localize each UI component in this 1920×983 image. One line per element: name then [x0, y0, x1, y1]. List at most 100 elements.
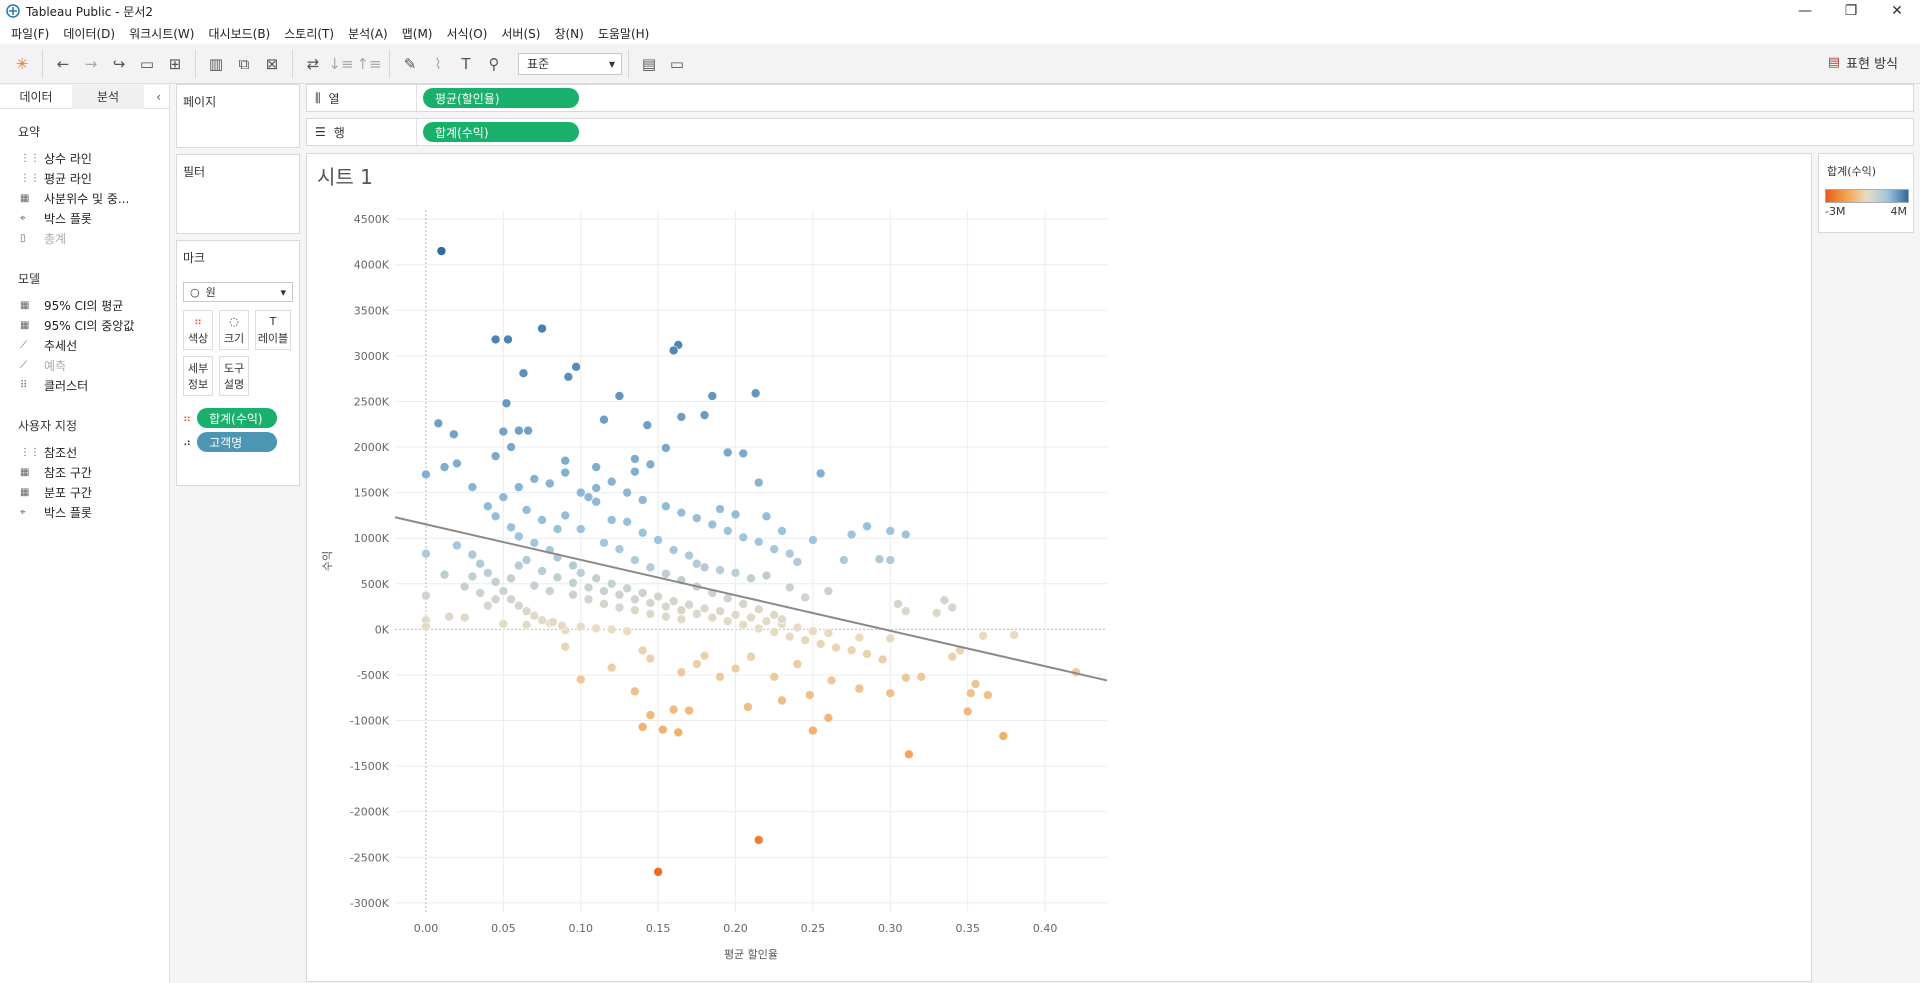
box-plot-item[interactable]: ⌖ 박스 플롯 [20, 211, 92, 226]
redo-icon[interactable]: → [84, 54, 98, 73]
presentation-mode-icon[interactable]: ▭ [669, 54, 685, 73]
data-point [459, 612, 470, 623]
show-cards-icon[interactable]: ▤ [641, 54, 657, 73]
y-tick-label: 2000K [354, 441, 390, 454]
menu-format[interactable]: 서식(O) [446, 26, 488, 41]
data-point [591, 623, 602, 634]
menu-help[interactable]: 도움말(H) [597, 26, 650, 41]
columns-shelf[interactable]: ⫼ 열 평균(할인율) [306, 84, 1914, 112]
new-data-source-icon[interactable]: ⊞ [168, 54, 182, 73]
data-point [998, 731, 1009, 741]
x-tick-label: 0.25 [801, 922, 826, 935]
quartiles-item[interactable]: ▦ 사분위수 및 중... [20, 191, 130, 206]
size-button[interactable]: ◌ 크기 [219, 310, 249, 350]
data-point [931, 608, 942, 618]
duplicate-sheet-icon[interactable]: ⧉ [238, 54, 250, 73]
y-tick-label: 3500K [354, 304, 390, 317]
columns-pill[interactable]: 평균(할인율) [423, 88, 579, 108]
menu-server[interactable]: 서버(S) [501, 26, 541, 41]
menu-worksheet[interactable]: 워크시트(W) [129, 26, 195, 41]
data-point [808, 535, 818, 545]
data-point [653, 591, 663, 602]
tooltip-button[interactable]: 도구 설명 [219, 356, 249, 396]
menu-analysis[interactable]: 분석(A) [348, 26, 388, 41]
menu-map[interactable]: 맵(M) [401, 26, 433, 41]
menu-bar: 파일(F) 데이터(D) 워크시트(W) 대시보드(B) 스토리(T) 분석(A… [0, 22, 1920, 44]
new-worksheet-icon[interactable]: ▥ [208, 54, 224, 73]
highlight-icon[interactable]: ✎ [403, 54, 417, 73]
minimize-button[interactable]: — [1798, 3, 1812, 19]
forecast-item[interactable]: ⟋ 예측 [20, 358, 67, 373]
trend-line-item[interactable]: ⟋ 추세선 [20, 338, 78, 353]
data-point [614, 602, 625, 613]
pages-card[interactable]: 페이지 [176, 84, 300, 148]
distribution-band-item[interactable]: ▦ 분포 구간 [20, 485, 92, 500]
attach-icon[interactable]: ⌇ [434, 54, 442, 73]
detail-button[interactable]: 세부 정보 [183, 356, 213, 396]
replay-icon[interactable]: ↪ [112, 54, 126, 73]
label-button[interactable]: T 레이블 [255, 310, 291, 350]
menu-window[interactable]: 창(N) [554, 26, 584, 41]
data-point [983, 690, 993, 700]
fit-select[interactable]: 표준 ▾ [518, 52, 622, 75]
data-point [684, 599, 694, 610]
text-label-icon[interactable]: T [461, 54, 471, 73]
tab-analytics[interactable]: 분석 [72, 84, 144, 109]
data-point [900, 672, 911, 683]
show-me-button[interactable]: ▤ 표현 방식 [1828, 53, 1898, 72]
legend-gradient [1825, 189, 1909, 203]
data-point [784, 582, 795, 593]
sort-descending-icon[interactable]: ↑≡ [356, 54, 382, 73]
ci-mean-item[interactable]: ▦ 95% CI의 평균 [20, 298, 124, 313]
legend-title: 합계(수익) [1827, 165, 1877, 178]
filters-card[interactable]: 필터 [176, 154, 300, 234]
detail-field-pill[interactable]: 고객명 [197, 432, 278, 452]
pin-icon[interactable]: ⚲ [488, 54, 500, 73]
constant-line-item[interactable]: ⋮⋮ 상수 라인 [20, 151, 92, 166]
menu-file[interactable]: 파일(F) [11, 26, 50, 41]
data-point [800, 635, 810, 646]
data-point [661, 611, 671, 622]
mark-type-select[interactable]: ○ 원 ▾ [183, 282, 293, 302]
color-button[interactable]: ⠶ 색상 [183, 310, 213, 350]
data-point [498, 619, 509, 629]
menu-story[interactable]: 스토리(T) [284, 26, 335, 41]
clear-sheet-icon[interactable]: ⊠ [265, 54, 279, 73]
x-tick-label: 0.35 [955, 922, 980, 935]
totals-item[interactable]: ▯ 총계 [20, 231, 67, 246]
y-tick-label: 2500K [354, 395, 390, 408]
data-point [722, 526, 733, 536]
data-point [939, 595, 950, 606]
undo-icon[interactable]: ← [56, 54, 70, 73]
cluster-item[interactable]: ⠿ 클러스터 [20, 378, 89, 393]
collapse-pane-icon[interactable]: ‹ [156, 89, 161, 104]
save-icon[interactable]: ▭ [139, 54, 155, 73]
average-line-item[interactable]: ⋮⋮ 평균 라인 [20, 171, 92, 186]
color-field-pill[interactable]: 합계(수익) [197, 408, 278, 428]
reference-band-item[interactable]: ▦ 참조 구간 [20, 465, 92, 480]
rows-shelf[interactable]: ☰ 행 합계(수익) [306, 118, 1914, 146]
custom-box-plot-item[interactable]: ⌖ 박스 플롯 [20, 505, 92, 520]
tab-data[interactable]: 데이터 [19, 89, 53, 104]
swap-icon[interactable]: ⇄ [306, 54, 320, 73]
tableau-home-icon[interactable]: ✳ [15, 54, 29, 73]
data-point [661, 568, 671, 579]
rows-pill[interactable]: 합계(수익) [423, 122, 579, 142]
color-legend[interactable]: 합계(수익) -3M 4M [1818, 153, 1914, 233]
menu-data[interactable]: 데이터(D) [63, 26, 116, 41]
data-point [874, 554, 885, 564]
reference-line-item[interactable]: ⋮⋮ 참조선 [20, 445, 78, 460]
data-point [630, 555, 640, 565]
data-point [692, 513, 702, 523]
reference-line-icon: ⋮⋮ [20, 172, 40, 184]
menu-dashboard[interactable]: 대시보드(B) [208, 26, 271, 41]
close-button[interactable]: ✕ [1891, 3, 1903, 19]
data-point [668, 345, 679, 356]
restore-button[interactable]: ❐ [1844, 3, 1858, 19]
ci-median-item[interactable]: ▦ 95% CI의 중앙값 [20, 318, 135, 333]
data-point [676, 507, 687, 518]
filters-title: 필터 [183, 165, 206, 179]
data-point [722, 616, 733, 626]
sort-ascending-icon[interactable]: ↓≡ [328, 54, 354, 73]
data-point [421, 548, 431, 559]
